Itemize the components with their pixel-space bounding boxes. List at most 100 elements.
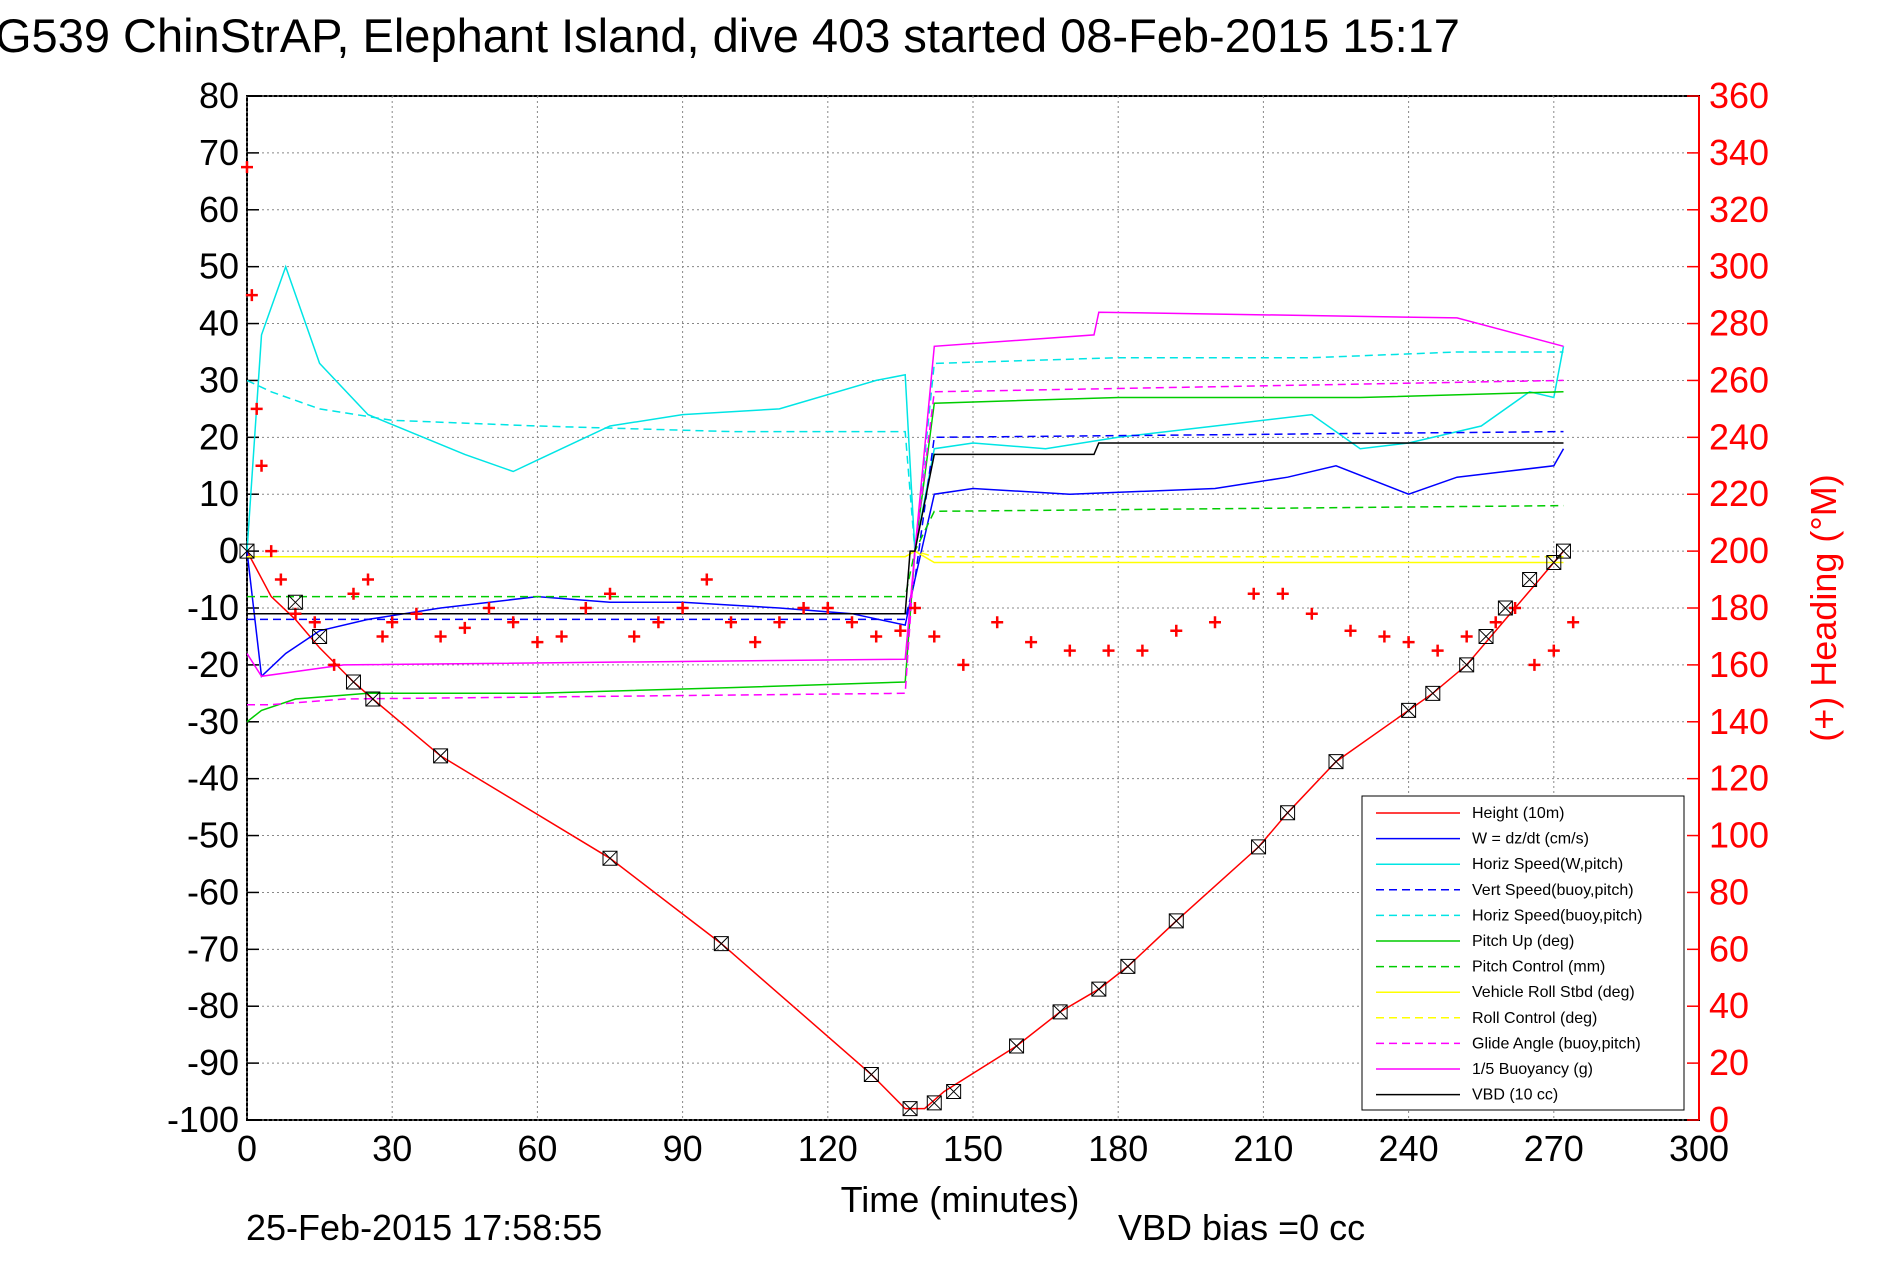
depth-marker (1522, 572, 1538, 588)
legend-label-6: Pitch Control (mm) (1472, 959, 1605, 976)
y2-tick-label: 160 (1709, 644, 1769, 685)
heading-point (676, 602, 689, 614)
heading-point (250, 402, 263, 415)
heading-point (1402, 636, 1415, 649)
heading-point (555, 630, 568, 643)
heading-point (773, 616, 786, 629)
depth-marker (287, 594, 303, 610)
depth-markers (239, 543, 1571, 1117)
y-tick-label: -40 (187, 758, 239, 799)
y-tick-label: 50 (199, 246, 239, 287)
heading-point (241, 161, 253, 174)
y-tick-label: 70 (199, 132, 239, 173)
legend-label-4: Horiz Speed(buoy,pitch) (1472, 907, 1642, 924)
y2-tick-label: 120 (1709, 758, 1769, 799)
depth-marker (926, 1095, 942, 1111)
y-tick-label: -100 (167, 1099, 239, 1140)
y2-tick-label: 240 (1709, 416, 1769, 457)
legend-label-2: Horiz Speed(W,pitch) (1472, 856, 1623, 873)
heading-point (410, 607, 423, 620)
heading-point (1276, 587, 1289, 600)
y-tick-label: -90 (187, 1042, 239, 1083)
y2-tick-label: 180 (1709, 587, 1769, 628)
series-line-0 (246, 550, 1565, 1110)
heading-point (1025, 636, 1038, 649)
y2-tick-label: 340 (1709, 132, 1769, 173)
depth-marker (713, 936, 729, 952)
depth-marker (1401, 702, 1417, 718)
heading-point (846, 616, 858, 629)
depth-marker (902, 1101, 918, 1117)
x-tick-label: 240 (1379, 1128, 1439, 1169)
heading-point (1170, 624, 1183, 637)
heading-point (255, 459, 268, 472)
heading-point (434, 630, 447, 643)
depth-marker (365, 691, 381, 707)
heading-point (1509, 602, 1522, 614)
heading-point (1344, 624, 1357, 637)
heading-point (1063, 644, 1076, 657)
depth-marker (312, 628, 328, 644)
heading-point (1460, 630, 1473, 643)
y2-tick-label: 140 (1709, 701, 1769, 742)
series-line-4 (246, 351, 1564, 552)
heading-point (821, 602, 834, 614)
legend-label-7: Vehicle Roll Stbd (deg) (1472, 984, 1635, 1001)
depth-marker (1251, 839, 1267, 855)
grid-lines (246, 95, 1700, 1121)
heading-point (531, 636, 544, 649)
heading-point (376, 630, 389, 643)
y2-tick-label: 100 (1709, 815, 1769, 856)
heading-point (652, 616, 665, 629)
y-tick-label: 0 (219, 530, 239, 571)
y2-tick-label: 360 (1709, 75, 1769, 116)
chart-title: G539 ChinStrAP, Elephant Island, dive 40… (0, 9, 1460, 62)
heading-point (1136, 644, 1149, 657)
y-tick-label: -50 (187, 815, 239, 856)
heading-point (749, 636, 762, 649)
heading-point (328, 658, 341, 671)
y-tick-label: -60 (187, 871, 239, 912)
heading-point (579, 602, 592, 614)
legend: Height (10m) W = dz/dt (cm/s) Horiz Speed(… (1361, 795, 1685, 1111)
x-axis-label: Time (minutes) (841, 1179, 1080, 1220)
depth-marker (1168, 913, 1184, 929)
y-tick-label: -20 (187, 644, 239, 685)
depth-marker (602, 850, 618, 866)
heading-point (797, 602, 810, 614)
heading-point (991, 616, 1004, 629)
heading-point (245, 289, 258, 302)
depth-marker (345, 674, 361, 690)
legend-label-9: Glide Angle (buoy,pitch) (1472, 1035, 1641, 1052)
y-tick-label: 60 (199, 189, 239, 230)
heading-point (957, 658, 970, 671)
heading-point (362, 573, 374, 586)
heading-point (894, 624, 907, 637)
y-tick-label: 30 (199, 359, 239, 400)
legend-label-11: VBD (10 cc) (1472, 1087, 1558, 1104)
y2-tick-label: 40 (1709, 985, 1749, 1026)
heading-point (604, 587, 616, 600)
y2-tick-label: 220 (1709, 473, 1769, 514)
legend-label-8: Roll Control (deg) (1472, 1010, 1597, 1027)
y2-tick-label: 80 (1709, 871, 1749, 912)
footer-vbd-bias: VBD bias =0 cc (1118, 1207, 1365, 1248)
y2-tick-labels: 3603403203002802602402202001801601401201… (1709, 75, 1769, 1140)
y-tick-label: -80 (187, 985, 239, 1026)
x-tick-label: 60 (517, 1128, 557, 1169)
heading-point (1378, 630, 1391, 643)
heading-point (908, 602, 921, 614)
legend-box (1361, 795, 1685, 1111)
heading-point (1102, 644, 1115, 657)
y-tick-label: 40 (199, 303, 239, 344)
x-tick-label: 90 (663, 1128, 703, 1169)
y2-axis-label: (+) Heading (°M) (1803, 474, 1844, 741)
legend-label-10: 1/5 Buoyancy (g) (1472, 1061, 1593, 1078)
y2-tick-label: 0 (1709, 1099, 1729, 1140)
x-tick-label: 0 (237, 1128, 257, 1169)
legend-label-1: W = dz/dt (cm/s) (1472, 831, 1589, 848)
depth-marker (433, 748, 449, 764)
depth-marker (1478, 628, 1494, 644)
heading-point (628, 630, 641, 643)
